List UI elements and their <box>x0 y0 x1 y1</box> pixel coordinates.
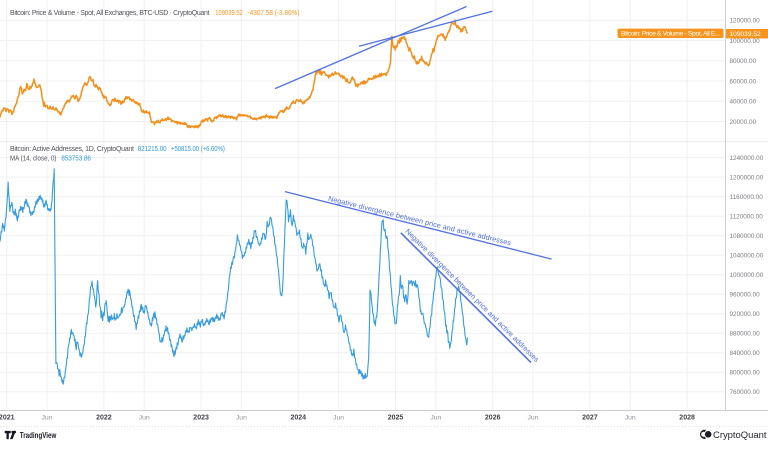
svg-text:80000.00: 80000.00 <box>730 58 757 65</box>
svg-text:Jun: Jun <box>333 414 344 421</box>
svg-text:40000.00: 40000.00 <box>730 99 757 106</box>
svg-text:CryptoQuant: CryptoQuant <box>713 430 767 441</box>
svg-text:2021: 2021 <box>0 414 15 421</box>
svg-text:1000000.00: 1000000.00 <box>730 272 764 279</box>
svg-text:Bitcoin: Active Addresses, 1D,: Bitcoin: Active Addresses, 1D, CryptoQua… <box>10 146 134 153</box>
svg-text:-4307.58 (-3.80%): -4307.58 (-3.80%) <box>248 10 300 17</box>
svg-text:2028: 2028 <box>679 414 695 421</box>
svg-text:2023: 2023 <box>193 414 209 421</box>
svg-text:853753.86: 853753.86 <box>61 155 91 162</box>
svg-text:Bitcoin: Price & Volume - Spot: Bitcoin: Price & Volume - Spot, All E... <box>621 31 720 38</box>
svg-text:1120000.00: 1120000.00 <box>730 214 764 221</box>
svg-text:109039.52: 109039.52 <box>730 31 762 38</box>
svg-text:100000.00: 100000.00 <box>730 38 761 45</box>
svg-text:2026: 2026 <box>485 414 501 421</box>
svg-text:2022: 2022 <box>96 414 112 421</box>
svg-text:Jun: Jun <box>42 414 53 421</box>
svg-text:60000.00: 60000.00 <box>730 78 757 85</box>
svg-text:109039.52: 109039.52 <box>215 10 243 17</box>
svg-text:TradingView: TradingView <box>20 431 57 440</box>
svg-text:MA (14, close, 0): MA (14, close, 0) <box>10 155 57 162</box>
svg-text:800000.00: 800000.00 <box>730 370 761 377</box>
svg-text:20000.00: 20000.00 <box>730 119 757 126</box>
svg-text:2025: 2025 <box>388 414 404 421</box>
svg-text:Jun: Jun <box>625 414 636 421</box>
svg-text:Bitcoin: Price & Volume - Spot: Bitcoin: Price & Volume - Spot, All Exch… <box>10 10 210 17</box>
svg-text:Jun: Jun <box>528 414 539 421</box>
svg-text:2027: 2027 <box>582 414 598 421</box>
svg-text:960000.00: 960000.00 <box>730 292 761 299</box>
svg-text:1080000.00: 1080000.00 <box>730 233 764 240</box>
svg-text:Jun: Jun <box>236 414 247 421</box>
svg-text:120000.00: 120000.00 <box>730 18 761 25</box>
svg-text:+50815.00 (+6.60%): +50815.00 (+6.60%) <box>171 146 225 153</box>
svg-text:760000.00: 760000.00 <box>730 389 761 396</box>
svg-text:880000.00: 880000.00 <box>730 331 761 338</box>
svg-text:Jun: Jun <box>139 414 150 421</box>
svg-text:1040000.00: 1040000.00 <box>730 253 764 260</box>
svg-text:1160000.00: 1160000.00 <box>730 194 764 201</box>
svg-text:Jun: Jun <box>430 414 441 421</box>
svg-text:1240000.00: 1240000.00 <box>730 155 764 162</box>
svg-text:2024: 2024 <box>291 414 307 421</box>
svg-text:840000.00: 840000.00 <box>730 350 761 357</box>
svg-text:821215.00: 821215.00 <box>138 146 167 153</box>
svg-text:1200000.00: 1200000.00 <box>730 175 764 182</box>
svg-text:920000.00: 920000.00 <box>730 311 761 318</box>
